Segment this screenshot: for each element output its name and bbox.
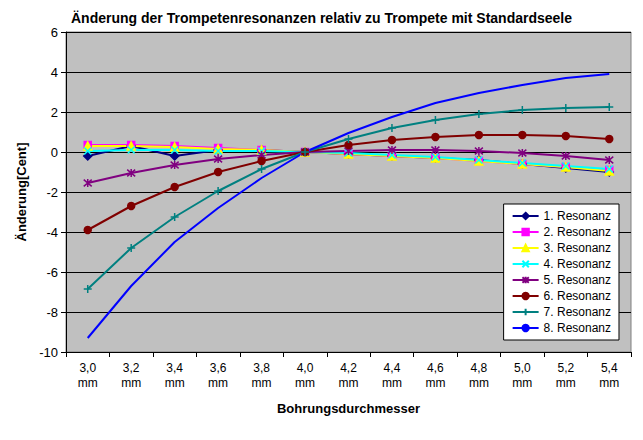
svg-text:mm: mm bbox=[512, 376, 532, 390]
svg-text:-6: -6 bbox=[46, 265, 58, 280]
svg-text:mm: mm bbox=[469, 376, 489, 390]
svg-text:1. Resonanz: 1. Resonanz bbox=[544, 209, 611, 223]
svg-text:2. Resonanz: 2. Resonanz bbox=[544, 225, 611, 239]
svg-text:3,0: 3,0 bbox=[79, 361, 96, 375]
svg-text:-4: -4 bbox=[46, 225, 58, 240]
svg-text:4. Resonanz: 4. Resonanz bbox=[544, 257, 611, 271]
svg-text:4,6: 4,6 bbox=[427, 361, 444, 375]
svg-text:7. Resonanz: 7. Resonanz bbox=[544, 305, 611, 319]
svg-text:mm: mm bbox=[382, 376, 402, 390]
svg-text:-8: -8 bbox=[46, 305, 58, 320]
svg-text:3,2: 3,2 bbox=[123, 361, 140, 375]
svg-text:mm: mm bbox=[165, 376, 185, 390]
svg-text:6: 6 bbox=[51, 25, 58, 40]
svg-text:mm: mm bbox=[339, 376, 359, 390]
svg-text:-2: -2 bbox=[46, 185, 58, 200]
svg-text:3. Resonanz: 3. Resonanz bbox=[544, 241, 611, 255]
svg-text:4,2: 4,2 bbox=[340, 361, 357, 375]
svg-text:3,8: 3,8 bbox=[253, 361, 270, 375]
svg-text:4,8: 4,8 bbox=[471, 361, 488, 375]
svg-text:5,0: 5,0 bbox=[514, 361, 531, 375]
svg-text:Änderung der Trompetenresonanz: Änderung der Trompetenresonanzen relativ… bbox=[71, 10, 572, 26]
svg-text:mm: mm bbox=[425, 376, 445, 390]
svg-text:mm: mm bbox=[599, 376, 619, 390]
svg-text:Änderung[Cent]: Änderung[Cent] bbox=[14, 143, 29, 242]
svg-text:2: 2 bbox=[51, 105, 58, 120]
svg-text:mm: mm bbox=[556, 376, 576, 390]
svg-text:8. Resonanz: 8. Resonanz bbox=[544, 321, 611, 335]
svg-text:mm: mm bbox=[295, 376, 315, 390]
svg-text:mm: mm bbox=[78, 376, 98, 390]
svg-text:-10: -10 bbox=[39, 345, 58, 360]
svg-text:0: 0 bbox=[51, 145, 58, 160]
svg-text:4,0: 4,0 bbox=[297, 361, 314, 375]
svg-text:mm: mm bbox=[121, 376, 141, 390]
svg-text:5. Resonanz: 5. Resonanz bbox=[544, 273, 611, 287]
svg-text:5,2: 5,2 bbox=[557, 361, 574, 375]
svg-text:6. Resonanz: 6. Resonanz bbox=[544, 289, 611, 303]
svg-text:3,4: 3,4 bbox=[166, 361, 183, 375]
svg-text:5,4: 5,4 bbox=[601, 361, 618, 375]
svg-text:mm: mm bbox=[208, 376, 228, 390]
svg-text:3,6: 3,6 bbox=[210, 361, 227, 375]
svg-text:Bohrungsdurchmesser: Bohrungsdurchmesser bbox=[277, 401, 420, 416]
svg-text:mm: mm bbox=[252, 376, 272, 390]
svg-text:4,4: 4,4 bbox=[384, 361, 401, 375]
svg-text:4: 4 bbox=[51, 65, 58, 80]
